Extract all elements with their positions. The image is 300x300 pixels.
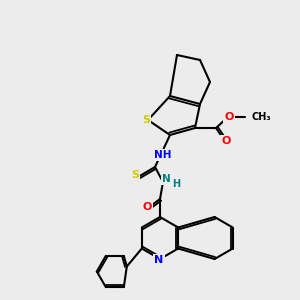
Text: N: N bbox=[154, 255, 164, 265]
Text: O: O bbox=[224, 112, 234, 122]
Text: H: H bbox=[172, 179, 180, 189]
Text: NH: NH bbox=[154, 150, 172, 160]
Text: S: S bbox=[131, 170, 139, 180]
Text: O: O bbox=[221, 136, 231, 146]
Text: CH₃: CH₃ bbox=[252, 112, 272, 122]
Text: S: S bbox=[142, 115, 150, 125]
Text: O: O bbox=[142, 202, 152, 212]
Text: N: N bbox=[162, 174, 170, 184]
